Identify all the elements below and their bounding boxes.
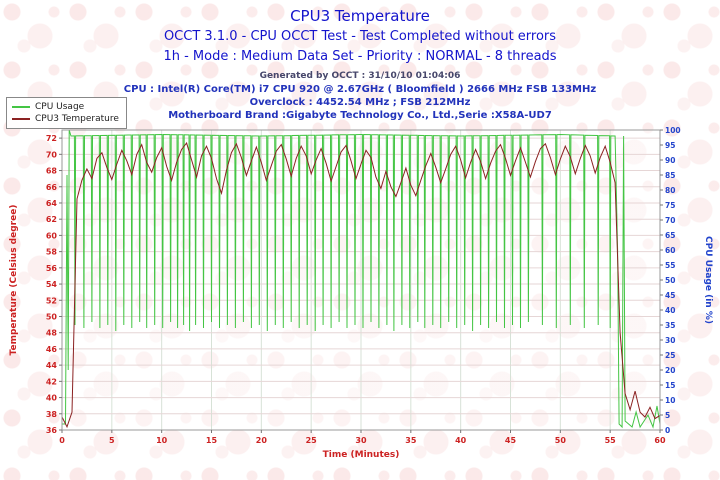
svg-text:20: 20 — [665, 366, 675, 375]
svg-text:0: 0 — [665, 426, 670, 435]
legend-label: CPU Usage — [35, 102, 85, 112]
svg-text:48: 48 — [46, 329, 58, 338]
svg-text:35: 35 — [405, 436, 417, 445]
motherboard-info: Motherboard Brand :Gigabyte Technology C… — [168, 110, 552, 121]
svg-text:72: 72 — [46, 134, 57, 143]
overclock-info: Overclock : 4452.54 MHz ; FSB 212MHz — [249, 97, 471, 108]
svg-text:75: 75 — [665, 201, 675, 210]
svg-text:40: 40 — [665, 306, 675, 315]
svg-text:95: 95 — [665, 141, 675, 150]
svg-text:25: 25 — [306, 436, 318, 445]
svg-text:42: 42 — [46, 377, 57, 386]
svg-text:55: 55 — [665, 261, 675, 270]
svg-text:15: 15 — [206, 436, 218, 445]
svg-text:Temperature (Celsius degree): Temperature (Celsius degree) — [9, 205, 19, 356]
legend-label: CPU3 Temperature — [35, 114, 119, 124]
svg-text:Time (Minutes): Time (Minutes) — [323, 450, 400, 460]
svg-text:70: 70 — [46, 150, 58, 159]
cpu3-temperature-line-swatch — [12, 118, 30, 120]
svg-text:65: 65 — [665, 231, 675, 240]
svg-text:50: 50 — [665, 276, 675, 285]
svg-text:66: 66 — [46, 183, 58, 192]
cpu-info: CPU : Intel(R) Core(TM) i7 CPU 920 @ 2.6… — [123, 84, 597, 95]
svg-text:38: 38 — [46, 410, 58, 419]
generated-timestamp: Generated by OCCT : 31/10/10 01:04:06 — [259, 71, 461, 81]
chart-header: CPU3 Temperature OCCT 3.1.0 - CPU OCCT T… — [0, 6, 720, 122]
svg-text:30: 30 — [355, 436, 367, 445]
legend-item-cpu3-temperature: CPU3 Temperature — [12, 113, 119, 125]
svg-text:50: 50 — [46, 312, 58, 321]
svg-text:5: 5 — [665, 411, 670, 420]
chart-legend: CPU Usage CPU3 Temperature — [6, 97, 127, 129]
cpu-usage-line-swatch — [12, 106, 30, 108]
svg-text:CPU Usage (in %): CPU Usage (in %) — [703, 236, 713, 324]
svg-text:60: 60 — [46, 231, 58, 240]
svg-text:45: 45 — [505, 436, 517, 445]
svg-text:0: 0 — [59, 436, 65, 445]
svg-text:40: 40 — [455, 436, 467, 445]
svg-text:10: 10 — [665, 396, 675, 405]
svg-text:50: 50 — [555, 436, 567, 445]
svg-text:64: 64 — [46, 199, 58, 208]
svg-text:10: 10 — [156, 436, 168, 445]
svg-text:35: 35 — [665, 321, 675, 330]
svg-text:100: 100 — [665, 126, 681, 135]
svg-text:90: 90 — [665, 156, 675, 165]
svg-text:60: 60 — [665, 246, 675, 255]
svg-text:56: 56 — [46, 264, 58, 273]
test-result-subtitle: OCCT 3.1.0 - CPU OCCT Test - Test Comple… — [163, 29, 557, 44]
legend-item-cpu-usage: CPU Usage — [12, 101, 119, 113]
svg-text:45: 45 — [665, 291, 675, 300]
svg-text:68: 68 — [46, 167, 58, 176]
svg-text:62: 62 — [46, 215, 57, 224]
svg-text:25: 25 — [665, 351, 675, 360]
svg-text:46: 46 — [46, 345, 58, 354]
svg-text:40: 40 — [46, 394, 58, 403]
svg-text:58: 58 — [46, 248, 58, 257]
page-title: CPU3 Temperature — [290, 7, 430, 25]
svg-text:80: 80 — [665, 186, 675, 195]
svg-text:54: 54 — [46, 280, 58, 289]
svg-text:44: 44 — [46, 361, 58, 370]
svg-text:52: 52 — [46, 296, 57, 305]
svg-text:20: 20 — [256, 436, 268, 445]
svg-text:60: 60 — [654, 436, 666, 445]
svg-text:15: 15 — [665, 381, 675, 390]
svg-text:5: 5 — [109, 436, 115, 445]
svg-text:70: 70 — [665, 216, 675, 225]
svg-text:85: 85 — [665, 171, 675, 180]
svg-text:36: 36 — [46, 426, 58, 435]
svg-text:55: 55 — [605, 436, 617, 445]
test-mode-subtitle: 1h - Mode : Medium Data Set - Priority :… — [163, 49, 557, 64]
svg-text:30: 30 — [665, 336, 675, 345]
